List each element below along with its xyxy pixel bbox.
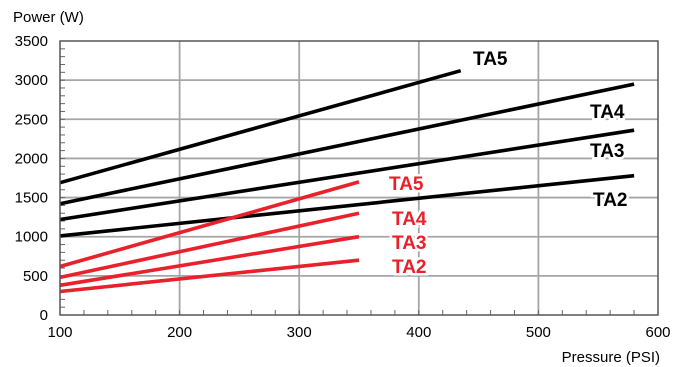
series-label-black-ta2: TA2 — [593, 190, 627, 211]
series-label-black-ta3: TA3 — [590, 141, 624, 162]
x-tick-label: 200 — [167, 324, 192, 341]
series-line-black-ta3 — [59, 128, 635, 222]
tick-labels: 0 500 1000 1500 2000 2500 3000 3500 100 200 300 400… — [15, 33, 671, 341]
y-tick-label: 2000 — [15, 150, 48, 167]
grid — [60, 41, 658, 315]
minor-ticks — [59, 40, 659, 316]
x-tick-label: 400 — [406, 324, 431, 341]
series-label-black-ta5: TA5 — [473, 49, 508, 70]
y-tick-label: 1000 — [15, 229, 48, 246]
x-tick-label: 500 — [526, 324, 551, 341]
y-axis-title: Power (W) — [13, 9, 84, 26]
x-tick-label: 300 — [287, 324, 312, 341]
plot-frame — [59, 40, 659, 316]
y-tick-label: 500 — [23, 268, 48, 285]
x-axis-title: Pressure (PSI) — [562, 349, 660, 366]
y-tick-label: 1500 — [15, 190, 48, 207]
y-tick-label: 0 — [40, 307, 48, 324]
series-lines — [59, 68, 635, 294]
series-line-black-ta2 — [59, 173, 635, 238]
series-line-red-ta3 — [59, 234, 360, 288]
y-tick-label: 2500 — [15, 111, 48, 128]
series-label-black-ta4: TA4 — [590, 102, 625, 123]
series-line-black-ta5 — [59, 68, 462, 185]
series-labels: TA5 TA4 TA3 TA2 TA5 TA4 TA3 TA2 — [387, 47, 630, 281]
series-label-red-ta4: TA4 — [392, 209, 427, 230]
series-label-red-ta2: TA2 — [392, 257, 426, 278]
series-line-black-ta4 — [59, 82, 635, 206]
series-line-red-ta2 — [59, 258, 360, 294]
y-tick-label: 3000 — [15, 72, 48, 89]
x-tick-label: 100 — [47, 324, 72, 341]
series-label-red-ta5: TA5 — [389, 174, 424, 195]
x-tick-label: 600 — [645, 324, 670, 341]
series-line-red-ta4 — [59, 211, 360, 280]
series-label-red-ta3: TA3 — [392, 233, 426, 254]
series-line-red-ta5 — [59, 180, 360, 269]
y-tick-label: 3500 — [15, 33, 48, 50]
